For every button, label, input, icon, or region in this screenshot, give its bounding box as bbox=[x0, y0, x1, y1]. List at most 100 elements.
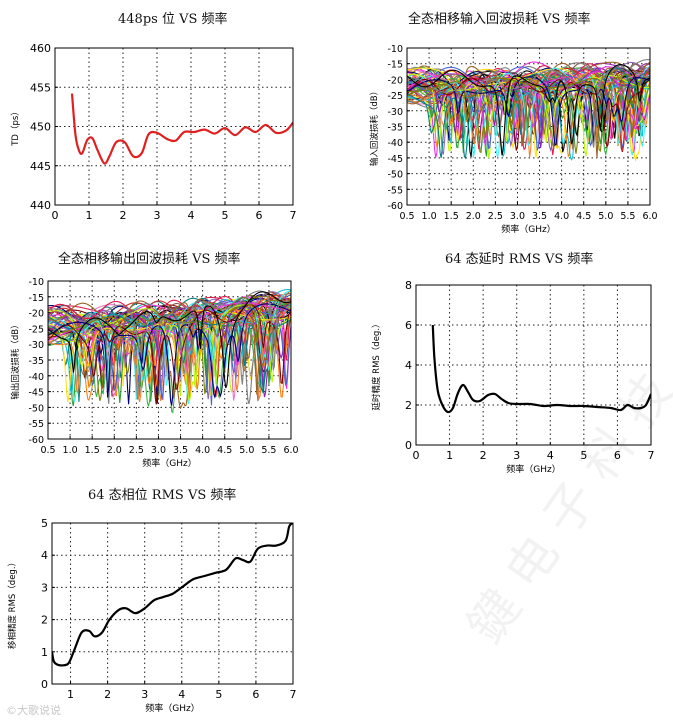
y-tick-label: -15 bbox=[28, 293, 44, 304]
x-tick-label: 1.5 bbox=[444, 211, 459, 222]
y-tick-label: -45 bbox=[387, 154, 403, 165]
x-tick-label: 7 bbox=[290, 209, 297, 222]
plot-border bbox=[47, 280, 292, 440]
y-tick-label: 450 bbox=[30, 121, 51, 134]
chart-title: 448ps 位 VS 频率 bbox=[118, 12, 228, 27]
input-return-loss-chart: 0.5 1.0 1.5 2.0 2.5 3.0 3.5 4.0 4.5 5.0 5.5 6.0 -60 -… bbox=[369, 44, 658, 235]
x-tick-label: 3 bbox=[513, 449, 520, 462]
y-tick-label: -25 bbox=[28, 324, 44, 335]
y-tick-label: -55 bbox=[387, 185, 403, 196]
x-tick-label: 7 bbox=[290, 688, 297, 701]
x-tick-label: 1.0 bbox=[63, 445, 78, 456]
y-tick-label: 5 bbox=[41, 517, 48, 530]
x-tick-label: 2 bbox=[480, 449, 487, 462]
y-axis-label: 输出回波损耗（dB） bbox=[10, 320, 21, 399]
series-line bbox=[431, 324, 651, 414]
watermark-label: ©大歌说说 bbox=[6, 704, 61, 717]
x-tick-label: 2.5 bbox=[488, 211, 503, 222]
x-tick-label: 4.0 bbox=[554, 211, 569, 222]
series-line bbox=[407, 64, 650, 156]
x-tick-label: 4.5 bbox=[217, 445, 232, 456]
x-tick-label: 1 bbox=[446, 449, 453, 462]
y-tick-label: -10 bbox=[28, 277, 44, 288]
x-tick-label: 7 bbox=[648, 449, 655, 462]
x-tick-label: 6 bbox=[252, 688, 259, 701]
y-tick-label: -15 bbox=[387, 60, 403, 71]
chart-panel-td: 448ps 位 VS 频率 0 1 2 3 4 5 6 7 440 445 450 455 460 TD（… bbox=[0, 0, 330, 240]
y-tick-label: -10 bbox=[387, 44, 403, 55]
td-chart: 0 1 2 3 4 5 6 7 440 445 450 455 460 TD（ps） bbox=[10, 42, 297, 222]
x-tick-label: 3.0 bbox=[510, 211, 525, 222]
x-tick-label: 2 bbox=[104, 688, 111, 701]
x-tick-label: 4 bbox=[178, 688, 185, 701]
series-line bbox=[407, 76, 650, 154]
x-tick-label: 0 bbox=[52, 209, 59, 222]
x-tick-label: 5 bbox=[580, 449, 587, 462]
x-axis-label: 频率（GHz） bbox=[501, 223, 555, 235]
series-line bbox=[407, 74, 650, 161]
x-tick-label: 5.5 bbox=[261, 445, 276, 456]
y-tick-label: 1 bbox=[41, 646, 48, 659]
chart-title: 全态相移输入回波损耗 VS 频率 bbox=[408, 12, 591, 27]
chart-panel-output-return-loss: 全态相移输出回波损耗 VS 频率 0.5 1.0 1.5 2.0 2.5 3.0 3.5 4.… bbox=[0, 240, 330, 478]
y-tick-label: 4 bbox=[41, 549, 48, 562]
series-line bbox=[70, 93, 293, 165]
y-tick-label: -60 bbox=[28, 435, 44, 446]
plot-border bbox=[54, 47, 294, 206]
x-tick-label: 5.5 bbox=[620, 211, 635, 222]
series-line bbox=[48, 306, 291, 402]
x-tick-label: 6.0 bbox=[283, 445, 298, 456]
x-tick-label: 4.0 bbox=[195, 445, 210, 456]
series-line bbox=[48, 291, 291, 389]
chart-panel-input-return-loss: 全态相移输入回波损耗 VS 频率 0.5 1.0 1.5 2.0 2.5 3.0 3.5 4.… bbox=[345, 0, 673, 240]
chart-title: 全态相移输出回波损耗 VS 频率 bbox=[58, 252, 241, 267]
phase-rms-chart: 1 2 3 4 5 6 7 0 1 2 3 4 5 频率（GHz） 移相精度 RMS（deg.） bbox=[7, 517, 297, 714]
series-line bbox=[48, 300, 291, 374]
y-axis-label: 延时精度 RMS（deg.） bbox=[371, 319, 382, 410]
x-axis-label: 频率（GHz） bbox=[506, 463, 560, 475]
y-tick-label: 2 bbox=[41, 614, 48, 627]
series-line bbox=[48, 289, 291, 410]
chart-panel-delay-rms: 64 态延时 RMS VS 频率 0 1 2 3 4 5 6 7 0 2 4 6 8 频率（GHz） 延时精… bbox=[345, 240, 673, 478]
plot-border bbox=[51, 522, 294, 685]
x-tick-label: 3 bbox=[141, 688, 148, 701]
series-line bbox=[48, 302, 291, 398]
x-tick-label: 2 bbox=[120, 209, 127, 222]
y-tick-label: 440 bbox=[30, 199, 51, 212]
x-tick-label: 5 bbox=[215, 688, 222, 701]
y-tick-label: -60 bbox=[387, 201, 403, 212]
y-tick-label: -20 bbox=[387, 75, 403, 86]
y-axis-label: 移相精度 RMS（deg.） bbox=[7, 558, 18, 649]
y-tick-label: -30 bbox=[28, 340, 44, 351]
y-axis-label: TD（ps） bbox=[10, 107, 21, 147]
series-line bbox=[48, 296, 291, 395]
x-tick-label: 6 bbox=[256, 209, 263, 222]
series-line bbox=[407, 69, 650, 139]
series-line bbox=[407, 76, 650, 146]
y-tick-label: -40 bbox=[28, 372, 44, 383]
chart-title: 64 态相位 RMS VS 频率 bbox=[88, 488, 237, 503]
y-tick-label: 445 bbox=[30, 160, 51, 173]
y-tick-label: -50 bbox=[387, 170, 403, 181]
y-tick-label: -45 bbox=[28, 388, 44, 399]
x-tick-label: 1.0 bbox=[422, 211, 437, 222]
x-tick-label: 2.5 bbox=[129, 445, 144, 456]
plot-border bbox=[406, 47, 651, 206]
y-tick-label: -35 bbox=[387, 123, 403, 134]
x-tick-label: 0.5 bbox=[399, 211, 414, 222]
x-tick-label: 4.5 bbox=[576, 211, 591, 222]
x-axis-label: 频率（GHz） bbox=[142, 457, 196, 469]
series-line bbox=[48, 303, 291, 406]
x-tick-label: 5.0 bbox=[598, 211, 613, 222]
y-tick-label: 2 bbox=[405, 399, 412, 412]
y-tick-label: 0 bbox=[405, 439, 412, 452]
x-tick-label: 3 bbox=[154, 209, 161, 222]
x-tick-label: 4 bbox=[547, 449, 554, 462]
y-tick-label: 8 bbox=[405, 279, 412, 292]
series-line bbox=[48, 309, 291, 403]
series-line bbox=[407, 67, 650, 158]
y-tick-label: 455 bbox=[30, 81, 51, 94]
series-line bbox=[407, 67, 650, 153]
y-tick-label: -50 bbox=[28, 403, 44, 414]
x-tick-label: 0 bbox=[413, 449, 420, 462]
